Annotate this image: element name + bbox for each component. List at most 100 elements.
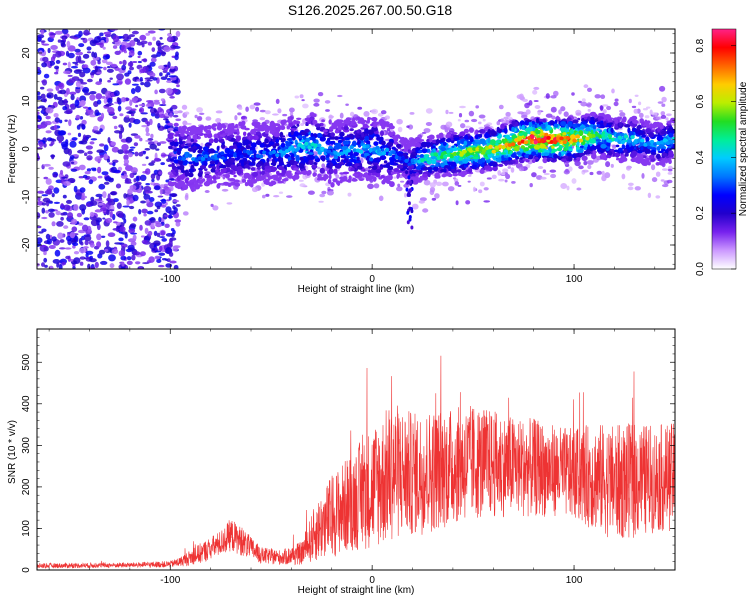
spectrogram-cell (308, 159, 314, 165)
spectrogram-cell (507, 166, 512, 169)
spectrogram-cell (132, 234, 137, 241)
spectrogram-cell (148, 256, 155, 263)
spectrogram-cell (129, 146, 136, 149)
spectrogram-cell (67, 52, 75, 59)
spectrogram-cell (505, 111, 511, 117)
spectrogram-cell (120, 255, 127, 261)
spectrogram-cell (120, 266, 125, 269)
spectrogram-ridge-point (559, 136, 564, 141)
spectrogram-cell (421, 148, 428, 154)
spectrogram-cell (614, 98, 619, 102)
spectrogram-cell (221, 143, 226, 149)
spectrogram-cell (628, 119, 632, 122)
spectrogram-cell (277, 108, 282, 114)
spectrogram-cell (59, 239, 65, 243)
spectrogram-cell (112, 35, 120, 43)
spectrogram-cell (124, 264, 129, 269)
spectrogram-cell (41, 216, 48, 220)
spectrogram-cell (214, 134, 219, 138)
spectrogram-cell (94, 198, 102, 202)
spectrogram-cell (170, 44, 177, 49)
spectrogram-cell (422, 173, 428, 178)
spectrogram-cell (141, 208, 148, 214)
spectrogram-cell (479, 169, 485, 175)
spectrogram-cell (300, 123, 305, 126)
spectrogram-cell (431, 197, 437, 201)
spectrogram-cell (158, 216, 162, 223)
spectrogram-cell (386, 128, 391, 132)
spectrogram-cell (366, 178, 372, 181)
spectrogram-cell (445, 138, 452, 143)
spectrogram-cell (37, 69, 42, 75)
spectrogram-cell (202, 146, 209, 152)
spectrogram-cell (649, 154, 654, 159)
spectrogram-cell (596, 128, 601, 131)
spectrogram-cell (408, 215, 412, 219)
spectrogram-cell (528, 100, 533, 106)
spectrogram-ridge-point (346, 148, 351, 153)
spectrogram-cell (316, 132, 323, 139)
spectrogram-ridge-point (404, 158, 409, 163)
spectrogram-cell (394, 159, 399, 163)
spectrogram-cell (518, 166, 525, 172)
spectrogram-cell (210, 168, 216, 173)
spectrogram-cell (130, 241, 137, 246)
spectrogram-cell (169, 158, 174, 162)
spectrogram-cell (638, 101, 642, 106)
spectrogram-cell (117, 149, 124, 155)
spectrogram-cell (71, 218, 78, 225)
spectrogram-cell (645, 122, 650, 128)
spectrogram-cell (151, 47, 156, 52)
spectrogram-cell (523, 147, 530, 152)
spectrogram-cell (380, 175, 386, 179)
spectrogram-cell (70, 168, 78, 172)
spectrogram-cell (157, 122, 161, 129)
spectrogram-cell (97, 60, 101, 65)
spectrogram-cell (42, 56, 49, 63)
spectrogram-cell (59, 169, 64, 175)
spectrogram-cell (592, 150, 597, 156)
spectrogram-cell (175, 118, 182, 122)
spectrogram-cell (412, 141, 416, 147)
spectrogram-cell (153, 101, 161, 105)
spectrogram-cell (340, 126, 345, 130)
spectrogram-cell (357, 140, 361, 145)
spectrogram-cell (256, 124, 260, 129)
spectrogram-cell (400, 180, 405, 183)
spectrogram-cell (138, 151, 144, 157)
spectrogram-cell (167, 127, 174, 132)
spectrogram-cell (110, 141, 117, 146)
spectrogram-cell (615, 144, 620, 148)
spectrogram-cell (589, 120, 595, 125)
spectrogram-cell (305, 123, 309, 126)
spectrogram-cell (329, 126, 334, 131)
spectrogram-cell (426, 138, 430, 143)
spectrogram-cell (171, 104, 178, 110)
spectrogram-cell (119, 61, 123, 65)
spectrogram-cell (58, 247, 66, 250)
spectrogram-cell (660, 114, 667, 119)
spectrogram-cell (350, 158, 357, 163)
spectrogram-cell (41, 202, 47, 206)
spectrogram-cell (289, 159, 296, 164)
spectrogram-cell (237, 112, 242, 116)
spectrogram-cell (319, 167, 325, 174)
spectrogram-ridge-point (462, 149, 467, 154)
spectrogram-cell (43, 163, 51, 167)
spectrogram-cell (543, 172, 550, 176)
spectrogram-cell (121, 173, 125, 176)
spectrogram-cell (660, 179, 665, 182)
spectrogram-cell (328, 174, 332, 180)
spectrogram-cell (660, 130, 668, 135)
spectrogram-cell (592, 125, 597, 130)
spectrogram-cell (509, 150, 513, 155)
spectrogram-ylabel: Frequency (Hz) (7, 115, 18, 184)
spectrogram-cell (44, 264, 48, 268)
spectrogram-cell (250, 167, 256, 171)
spectrogram-cell (364, 127, 369, 134)
spectrogram-cell (427, 172, 431, 178)
spectrogram-cell (266, 157, 270, 163)
spectrogram-cell (100, 235, 106, 238)
spectrogram-cell (660, 111, 666, 116)
spectrogram-cell (152, 36, 156, 41)
